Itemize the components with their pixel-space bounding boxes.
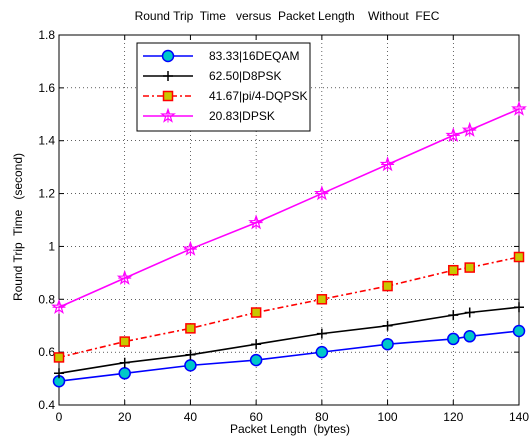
data-point-16deqam [463, 330, 476, 343]
data-point-d8psk [448, 310, 459, 321]
data-point-d8psk [464, 307, 475, 318]
data-point-16deqam [315, 345, 329, 359]
data-point-pi4-dqpsk [382, 280, 393, 292]
x-tick-label: 140 [509, 410, 529, 424]
x-tick-label: 100 [378, 410, 398, 424]
x-tick-label: 20 [118, 410, 132, 424]
y-tick-label: 1.2 [38, 187, 55, 201]
y-tick-label: 1 [48, 239, 55, 253]
y-tick-label: 0.8 [38, 292, 55, 306]
data-point-dpsk-cross [118, 271, 132, 285]
data-point-dpsk-cross [249, 216, 263, 230]
data-point-d8psk [251, 339, 262, 350]
series-d8psk [54, 302, 524, 379]
plot-frame [58, 34, 520, 406]
data-point-d8psk [514, 302, 524, 313]
legend-marker-dpsk-cross [161, 109, 175, 123]
series-dpsk [51, 100, 527, 314]
x-tick-label: 120 [443, 410, 463, 424]
data-point-dpsk-cross [315, 187, 329, 201]
data-point-pi4-dqpsk [513, 251, 525, 263]
series-16deqam [52, 324, 526, 388]
data-point-dpsk-cross [381, 158, 395, 171]
x-tick-label: 40 [184, 410, 198, 424]
y-tick-label: 1.8 [38, 28, 55, 42]
data-point-pi4-dqpsk [53, 352, 65, 363]
legend-label-pi4-dqpsk: 41.67|pi/4-DQPSK [209, 89, 308, 103]
data-point-d8psk [316, 328, 327, 339]
data-point-pi4-dqpsk [185, 323, 196, 334]
y-tick-label: 1.4 [38, 134, 55, 148]
legend-marker-d8psk [163, 71, 173, 81]
data-point-d8psk [54, 368, 64, 379]
x-tick-label: 80 [315, 410, 329, 424]
legend-marker-pi4-dqpsk [162, 90, 174, 102]
legend: 83.33|16DEQAM 62.50|D8PSK 41.67|pi/4-DQPSK… [136, 42, 311, 132]
legend-marker-16deqam [161, 49, 175, 63]
x-axis-title: Packet Length (bytes) [230, 422, 350, 436]
y-tick-label: 0.4 [38, 398, 55, 412]
data-point-16deqam [249, 353, 263, 367]
data-point-16deqam [447, 332, 460, 346]
data-point-pi4-dqpsk [464, 262, 475, 273]
y-tick-label: 0.6 [38, 345, 55, 359]
data-point-dpsk-cross [512, 102, 526, 116]
legend-label-16deqam: 83.33|16DEQAM [209, 49, 300, 63]
data-point-dpsk-cross [183, 242, 197, 256]
x-tick-label: 0 [56, 410, 63, 424]
series-pi4-dqpsk [53, 251, 525, 363]
data-point-16deqam [512, 324, 526, 338]
y-tick-label: 1.6 [38, 81, 55, 95]
data-point-dpsk-cross [446, 128, 460, 142]
data-point-pi4-dqpsk [448, 264, 459, 276]
data-point-dpsk-cross [463, 123, 477, 137]
legend-label-dpsk: 20.83|DPSK [209, 109, 275, 123]
data-point-16deqam [184, 359, 197, 372]
data-point-d8psk [119, 357, 130, 368]
data-point-dpsk-cross [52, 300, 66, 314]
chart-title: Round Trip Time versus Packet Length Wit… [135, 9, 440, 23]
data-point-pi4-dqpsk [250, 307, 262, 318]
data-point-16deqam [381, 337, 394, 351]
x-tick-label: 60 [249, 410, 263, 424]
data-point-d8psk [185, 349, 196, 360]
data-point-pi4-dqpsk [316, 294, 328, 305]
data-point-16deqam [118, 367, 131, 380]
data-point-d8psk [382, 320, 393, 331]
y-axis-title: Round Trip Time (second) [11, 153, 25, 301]
legend-label-d8psk: 62.50|D8PSK [209, 69, 282, 83]
data-point-pi4-dqpsk [119, 336, 130, 347]
